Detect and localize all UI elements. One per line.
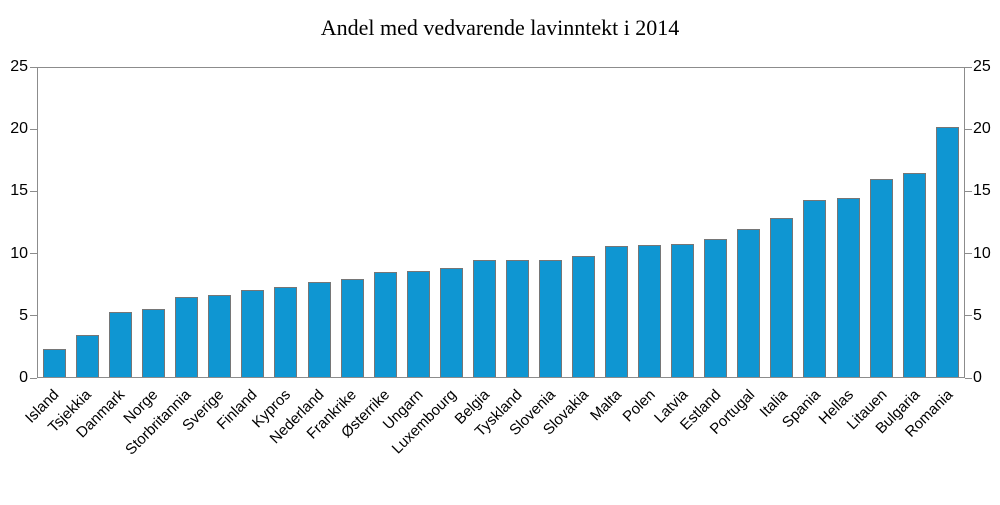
bar [43,348,67,377]
bar [274,286,298,377]
y-tick-label: 10 [973,244,991,262]
bar [340,279,364,377]
y-tick-mark [30,377,37,379]
bar [737,228,761,377]
bar [638,244,662,377]
y-tick-mark [965,315,972,317]
bar [572,255,596,377]
bars-container [38,68,964,377]
y-tick-label: 20 [973,120,991,138]
y-tick-label: 15 [10,182,28,200]
y-tick-label: 25 [10,58,28,75]
bar [605,245,629,377]
bar [770,217,794,377]
y-tick-mark [965,190,972,192]
bar [803,200,827,377]
bar [208,295,232,377]
bar [869,179,893,377]
y-tick-label: 25 [973,58,991,75]
y-tick-mark [965,128,972,130]
y-tick-mark [30,66,37,68]
y-tick-mark [965,66,972,68]
y-tick-label: 5 [19,306,28,324]
bar [472,259,496,377]
y-tick-mark [30,190,37,192]
y-tick-label: 20 [10,120,28,138]
bar [241,290,265,377]
bar [142,309,166,377]
bar [836,197,860,377]
bar [373,271,397,377]
bar [307,281,331,377]
y-tick-label: 0 [973,369,982,386]
bar [505,259,529,377]
bar [406,270,430,377]
bar [704,238,728,377]
y-tick-mark [30,253,37,255]
y-tick-label: 15 [973,182,991,200]
y-tick-label: 10 [10,244,28,262]
bar [175,296,199,377]
y-tick-mark [965,377,972,379]
x-tick-label: Malta [587,386,626,425]
bar [439,268,463,377]
x-axis-labels: Island Tsjekkia Danmark Norge Storbritannia S… [22,379,965,505]
x-tick-label: Polen [619,386,659,426]
chart-title: Andel med vedvarende lavinntekt i 2014 [320,15,680,40]
bar [538,259,562,377]
bar [76,334,100,377]
y-tick-label: 5 [973,306,982,324]
plot-area [37,67,965,378]
y-tick-mark [965,253,972,255]
y-tick-label: 0 [19,369,28,386]
bar [902,173,926,377]
bar [671,243,695,377]
y-tick-mark [30,128,37,130]
bar [109,311,133,377]
y-tick-mark [30,315,37,317]
bar [935,127,959,377]
